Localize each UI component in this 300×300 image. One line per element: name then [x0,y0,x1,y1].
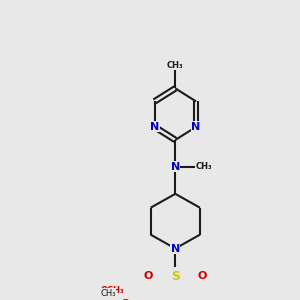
Text: O: O [121,299,130,300]
Text: N: N [171,244,180,254]
Text: N: N [150,122,159,132]
Text: O: O [121,299,130,300]
Text: CH₃: CH₃ [167,61,184,70]
Text: S: S [171,270,180,283]
Text: O: O [144,271,153,281]
Text: O: O [198,271,207,281]
Text: CH₃: CH₃ [100,289,116,298]
Text: N: N [191,122,201,132]
Text: CH₃: CH₃ [196,162,212,171]
Text: N: N [171,162,180,172]
Text: OCH₃: OCH₃ [100,286,124,295]
